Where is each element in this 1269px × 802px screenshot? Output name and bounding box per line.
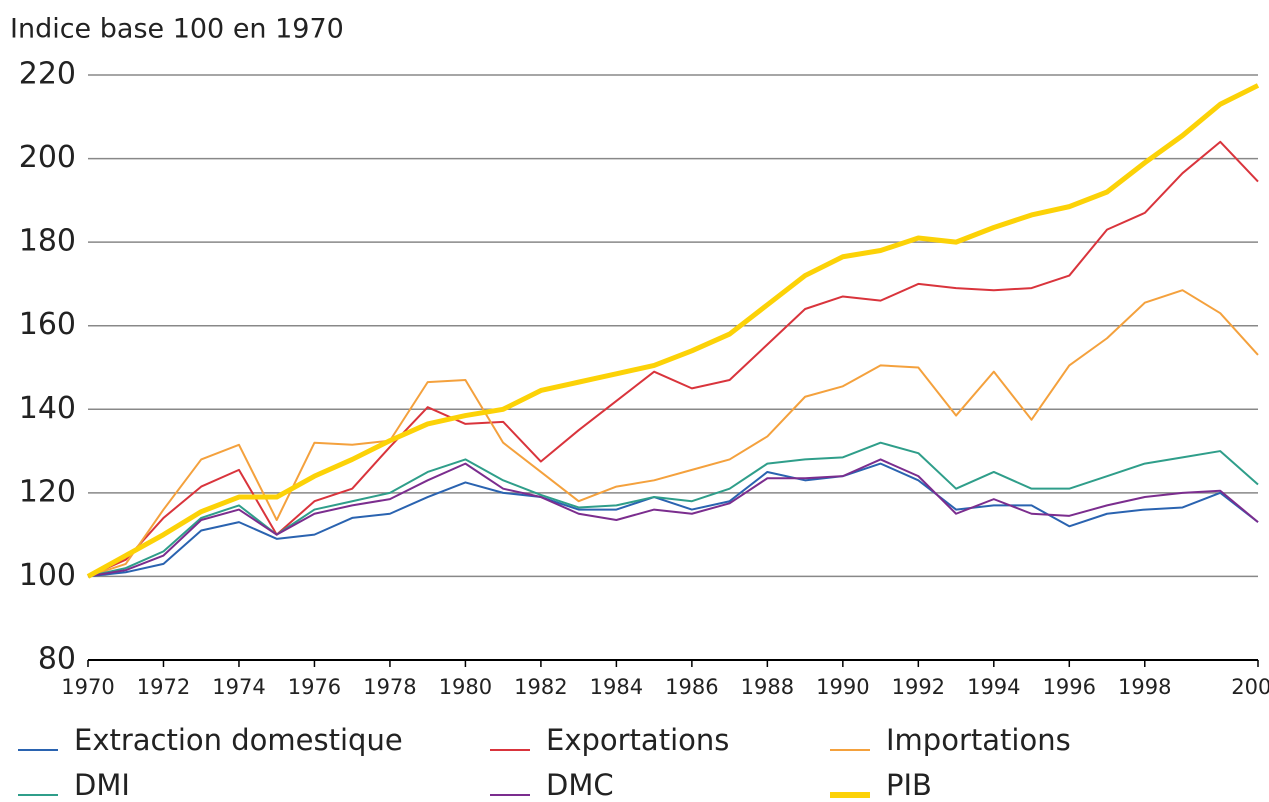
x-tick-label: 1994: [967, 675, 1020, 699]
x-tick-label: 1996: [1043, 675, 1096, 699]
series-line: [87, 289, 1259, 578]
series-line: [87, 140, 1259, 578]
series-line: [87, 462, 1259, 578]
legend-label: Importations: [886, 723, 1071, 757]
legend-label: DMC: [546, 768, 614, 802]
x-tick-label: 1988: [741, 675, 794, 699]
x-tick-label: 1980: [439, 675, 492, 699]
x-tick-label: 1978: [363, 675, 416, 699]
y-tick-label: 180: [19, 224, 76, 259]
legend-label: PIB: [886, 768, 932, 802]
y-tick-label: 160: [19, 307, 76, 342]
x-tick-label: 1998: [1118, 675, 1171, 699]
x-tick-label: 2001: [1231, 675, 1269, 699]
y-tick-label: 100: [19, 558, 76, 593]
legend-label: Extraction domestique: [74, 723, 403, 757]
x-tick-label: 1974: [212, 675, 265, 699]
x-tick-label: 1990: [816, 675, 869, 699]
y-tick-label: 220: [19, 57, 76, 92]
x-tick-label: 1992: [892, 675, 945, 699]
legend-label: Exportations: [546, 723, 729, 757]
y-tick-label: 120: [19, 474, 76, 509]
x-tick-label: 1982: [514, 675, 567, 699]
y-tick-label: 80: [38, 642, 76, 677]
x-tick-label: 1976: [288, 675, 341, 699]
x-tick-label: 1984: [590, 675, 643, 699]
y-tick-label: 200: [19, 140, 76, 175]
x-tick-label: 1986: [665, 675, 718, 699]
series-line: [87, 458, 1259, 578]
series-line: [86, 83, 1260, 579]
x-tick-label: 1972: [137, 675, 190, 699]
y-tick-label: 140: [19, 391, 76, 426]
x-tick-label: 1970: [61, 675, 114, 699]
series-line: [87, 441, 1259, 578]
chart-title: Indice base 100 en 1970: [10, 14, 344, 45]
legend-label: DMI: [74, 768, 130, 802]
